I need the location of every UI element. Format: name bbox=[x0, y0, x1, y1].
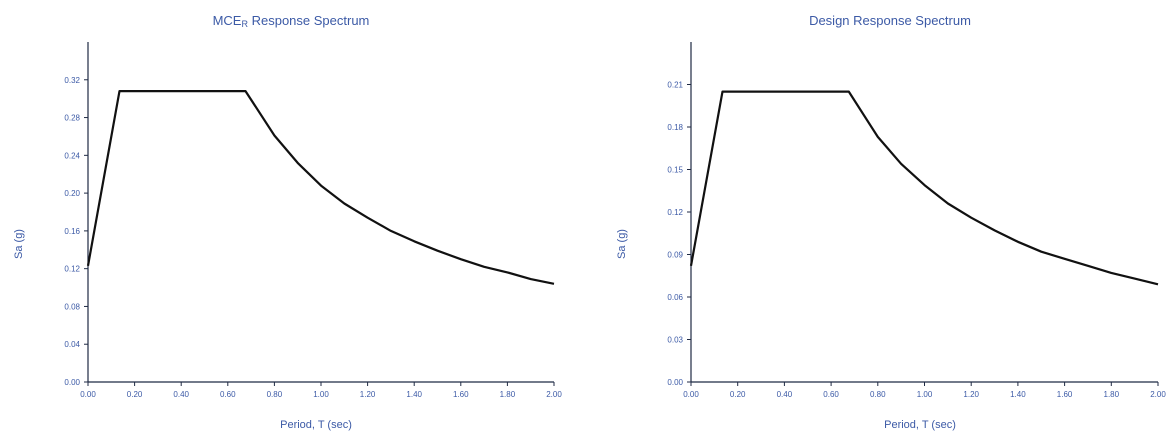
x-tick-label: 1.60 bbox=[1057, 390, 1073, 399]
y-tick-label: 0.09 bbox=[667, 251, 683, 260]
mcer-response-spectrum-chart: MCER Response Spectrum Period, T (sec) S… bbox=[13, 13, 562, 431]
x-tick-label: 1.40 bbox=[1010, 390, 1026, 399]
x-tick-label: 0.00 bbox=[80, 390, 96, 399]
x-tick-label: 0.40 bbox=[777, 390, 793, 399]
spectrum-series-line bbox=[689, 90, 1159, 286]
y-tick-label: 0.16 bbox=[64, 227, 80, 236]
x-tick-label: 1.00 bbox=[313, 390, 329, 399]
y-tick-label: 0.00 bbox=[64, 378, 80, 387]
chart-title: Design Response Spectrum bbox=[809, 13, 971, 28]
x-tick-label: 1.20 bbox=[963, 390, 979, 399]
x-tick-label: 0.40 bbox=[173, 390, 189, 399]
chart-title-main: MCE bbox=[213, 13, 242, 28]
x-tick-label: 0.60 bbox=[823, 390, 839, 399]
y-tick-label: 0.08 bbox=[64, 302, 80, 311]
y-tick-label: 0.21 bbox=[667, 81, 683, 90]
x-tick-label: 0.20 bbox=[127, 390, 143, 399]
plot-area: 0.00 0.03 0.06 0.09 0.12 0.15 0.18 0.21 0.00 0.20… bbox=[667, 42, 1166, 399]
y-axis-label: Sa (g) bbox=[13, 229, 25, 259]
x-tick-label: 1.80 bbox=[1104, 390, 1120, 399]
x-tick-label: 0.00 bbox=[683, 390, 699, 399]
x-tick-label: 1.20 bbox=[360, 390, 376, 399]
y-tick-label: 0.03 bbox=[667, 336, 683, 345]
x-tick-label: 0.60 bbox=[220, 390, 236, 399]
y-tick-label: 0.15 bbox=[667, 166, 683, 175]
x-tick-label: 1.00 bbox=[917, 390, 933, 399]
x-axis-label: Period, T (sec) bbox=[280, 419, 352, 431]
chart-title-subscript: R bbox=[241, 19, 248, 29]
y-tick-label: 0.20 bbox=[64, 189, 80, 198]
x-tick-label: 2.00 bbox=[1150, 390, 1166, 399]
y-axis-label: Sa (g) bbox=[616, 229, 628, 259]
design-response-spectrum-chart: Design Response Spectrum Period, T (sec)… bbox=[616, 13, 1166, 431]
x-tick-label: 1.80 bbox=[500, 390, 516, 399]
y-tick-label: 0.32 bbox=[64, 76, 80, 85]
chart-title: MCER Response Spectrum bbox=[213, 13, 370, 29]
x-tick-label: 1.40 bbox=[406, 390, 422, 399]
y-tick-label: 0.00 bbox=[667, 378, 683, 387]
x-tick-label: 2.00 bbox=[546, 390, 562, 399]
y-tick-label: 0.12 bbox=[64, 265, 80, 274]
x-tick-label: 0.20 bbox=[730, 390, 746, 399]
x-tick-label: 1.60 bbox=[453, 390, 469, 399]
y-tick-label: 0.04 bbox=[64, 340, 80, 349]
y-tick-label: 0.12 bbox=[667, 208, 683, 217]
x-tick-label: 0.80 bbox=[870, 390, 886, 399]
y-tick-label: 0.18 bbox=[667, 123, 683, 132]
x-axis-label: Period, T (sec) bbox=[884, 419, 956, 431]
chart-title-rest: Response Spectrum bbox=[248, 13, 369, 28]
y-tick-label: 0.24 bbox=[64, 151, 80, 160]
y-tick-label: 0.06 bbox=[667, 293, 683, 302]
plot-area: 0.00 0.04 0.08 0.12 0.16 0.20 0.24 0.28 0.32 0.00… bbox=[64, 42, 562, 399]
spectrum-series-line bbox=[86, 89, 555, 285]
x-tick-label: 0.80 bbox=[267, 390, 283, 399]
y-tick-label: 0.28 bbox=[64, 114, 80, 123]
